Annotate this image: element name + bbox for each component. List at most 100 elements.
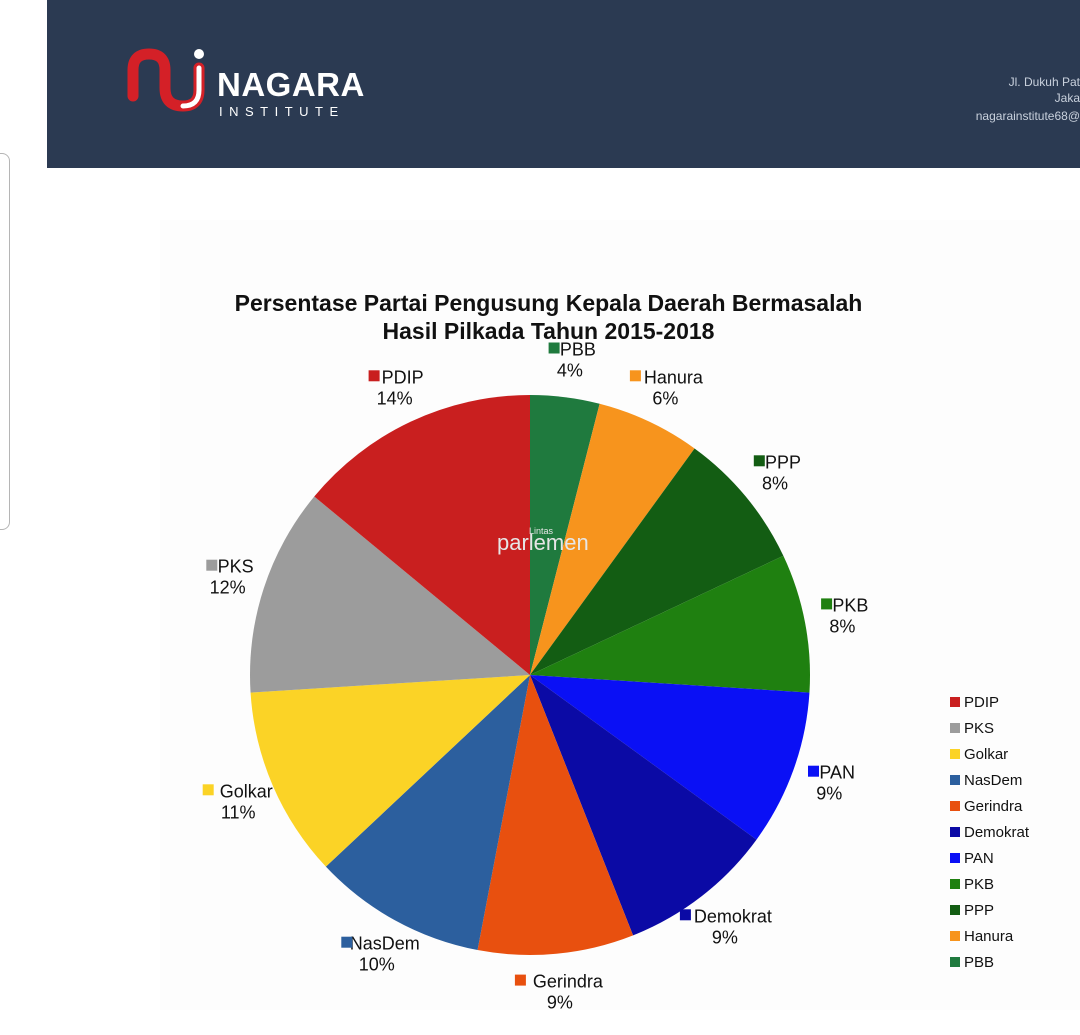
legend-swatch [950, 801, 960, 811]
slice-label-name: Gerindra [533, 972, 604, 992]
legend-label: Hanura [964, 928, 1014, 945]
legend-item-golkar: Golkar [950, 746, 1008, 763]
slice-label-swatch [808, 765, 819, 777]
slice-label-swatch [368, 370, 380, 382]
slice-label-swatch [753, 455, 765, 467]
slice-label-percent: 9% [816, 784, 842, 804]
legend-label: PBB [964, 954, 994, 971]
legend-swatch [950, 749, 960, 759]
legend-swatch [950, 827, 960, 837]
legend-item-gerindra: Gerindra [950, 798, 1023, 815]
legend-item-hanura: Hanura [950, 928, 1014, 945]
slice-label-name: Demokrat [694, 906, 772, 926]
legend-item-nasdem: NasDem [950, 772, 1022, 789]
slice-label-percent: 11% [221, 802, 256, 822]
chart-title: Persentase Partai Pengusung Kepala Daera… [234, 290, 863, 316]
slice-label-swatch [629, 370, 641, 382]
legend-label: NasDem [964, 772, 1022, 789]
slice-label-name: PAN [819, 763, 855, 783]
pie-slice-ppp [530, 448, 784, 675]
slice-label-name: PDIP [382, 367, 424, 387]
legend-item-pkb: PKB [950, 876, 994, 893]
chart-subtitle: Hasil Pilkada Tahun 2015-2018 [382, 318, 715, 344]
pie-slice-pkb [530, 555, 811, 693]
legend-swatch [950, 879, 960, 889]
legend-swatch [950, 697, 960, 707]
legend-label: PKB [964, 876, 994, 893]
pie-slice-nasdem [325, 675, 530, 951]
header-banner: NAGARA INSTITUTE Jl. Dukuh Pat Jaka naga… [47, 0, 1080, 168]
slice-label-percent: 8% [762, 473, 788, 493]
slice-label-name: Hanura [644, 367, 704, 387]
slice-label-swatch [679, 909, 691, 921]
pie-slice-pdip [314, 395, 530, 675]
address-line-1: Jl. Dukuh Pat [1008, 75, 1080, 89]
slice-label-percent: 4% [557, 361, 583, 381]
slice-label-swatch [548, 342, 560, 354]
legend-label: Demokrat [964, 824, 1030, 841]
pie-slice-pan [530, 675, 810, 840]
legend-swatch [950, 775, 960, 785]
slice-label-percent: 9% [547, 993, 573, 1013]
logo-subtitle: INSTITUTE [219, 104, 345, 119]
slice-label-swatch [202, 784, 214, 796]
slice-label-percent: 12% [210, 578, 246, 598]
slice-label-name: PBB [560, 340, 596, 360]
pie-slice-hanura [530, 403, 695, 675]
watermark-text: parlemen [497, 530, 589, 555]
slice-label-name: PKS [218, 557, 254, 577]
logo-mark-icon [127, 48, 205, 112]
pie-slice-golkar [250, 675, 531, 867]
legend-swatch [950, 723, 960, 733]
address-line-2: Jaka [1054, 91, 1080, 105]
legend-label: PKS [964, 720, 994, 737]
slice-label-name: NasDem [350, 934, 420, 954]
watermark: Lintas parlemen [497, 526, 589, 556]
slice-label-swatch [206, 559, 218, 571]
chart-legend: PDIP PKS Golkar NasDem Gerindra Demokrat PAN PK… [950, 694, 1030, 971]
legend-item-demokrat: Demokrat [950, 824, 1030, 841]
legend-item-pks: PKS [950, 720, 994, 737]
legend-item-ppp: PPP [950, 902, 994, 919]
legend-label: PPP [964, 902, 994, 919]
slice-label-swatch [341, 936, 353, 948]
slice-label-percent: 14% [377, 388, 413, 408]
pie-slice-gerindra [477, 675, 634, 956]
logo: NAGARA INSTITUTE [127, 48, 367, 128]
legend-swatch [950, 853, 960, 863]
legend-swatch [950, 905, 960, 915]
pie-slice-demokrat [530, 675, 757, 936]
slice-label-swatch [821, 598, 833, 610]
legend-item-pbb: PBB [950, 954, 994, 971]
slice-label-percent: 8% [829, 616, 855, 636]
email-text: nagarainstitute68@ [975, 109, 1080, 123]
legend-label: PAN [964, 850, 994, 867]
legend-item-pan: PAN [950, 850, 994, 867]
logo-name: NAGARA [217, 66, 365, 103]
legend-label: PDIP [964, 694, 999, 711]
legend-label: Gerindra [964, 798, 1023, 815]
legend-swatch [950, 931, 960, 941]
legend-label: Golkar [964, 746, 1008, 763]
slice-label-name: PPP [765, 452, 801, 472]
slice-label-percent: 9% [712, 927, 738, 947]
legend-swatch [950, 957, 960, 967]
slice-label-swatch [514, 974, 526, 986]
pie-slice-pbb [530, 395, 600, 675]
legend-item-pdip: PDIP [950, 694, 999, 711]
slice-label-percent: 6% [652, 388, 678, 408]
slice-label-name: Golkar [220, 781, 273, 801]
slice-label-name: PKB [832, 595, 868, 615]
